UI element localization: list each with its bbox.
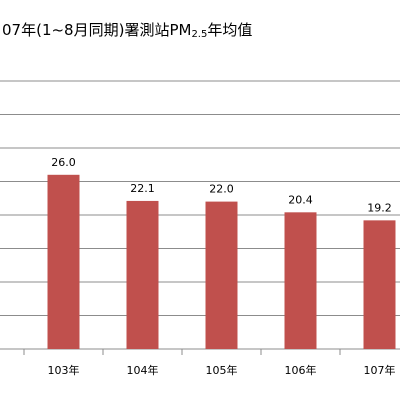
x-tick-label: 107年 (364, 363, 396, 377)
value-label: 20.4 (288, 193, 313, 206)
chart-title: 07年(1~8月同期)署測站PM2.5年均值 (2, 21, 252, 41)
value-label: 19.2 (367, 201, 392, 214)
title-suffix: 年均值 (207, 21, 252, 39)
value-label: 26.0 (51, 156, 76, 169)
x-tick-label: 106年 (285, 363, 317, 377)
x-tick-label: 104年 (127, 363, 159, 377)
value-label: 22.0 (209, 183, 234, 196)
x-tick-label: 103年 (48, 363, 80, 377)
bar (284, 212, 317, 349)
bar (47, 174, 80, 349)
bar (126, 200, 159, 349)
bar (363, 220, 396, 349)
x-tick-label: 105年 (206, 363, 238, 377)
bar (205, 201, 238, 349)
value-label: 22.1 (130, 182, 155, 195)
title-subscript: 2.5 (191, 29, 207, 40)
title-main: 07年(1~8月同期)署測站PM (2, 21, 191, 39)
